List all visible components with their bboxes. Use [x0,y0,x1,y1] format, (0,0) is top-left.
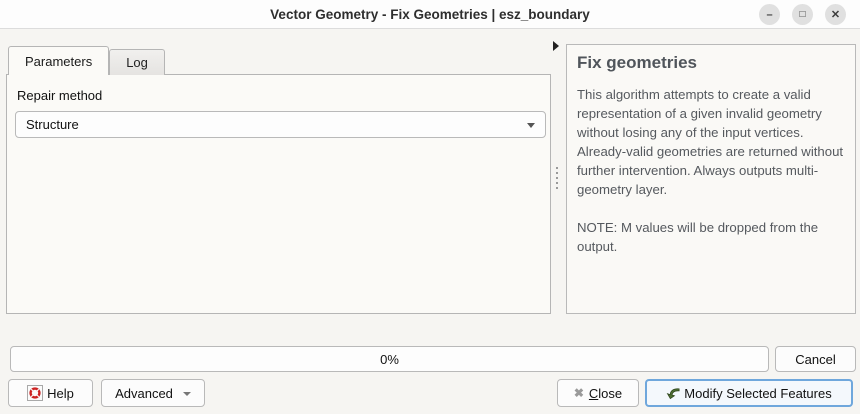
parameters-panel: Repair method Structure [6,74,551,314]
minimize-button[interactable]: – [759,4,780,25]
help-lifebuoy-icon [27,385,44,401]
advanced-button[interactable]: Advanced [101,379,205,407]
help-panel-body: This algorithm attempts to create a vali… [577,85,845,256]
splitter-handle[interactable] [556,167,558,189]
collapse-panel-arrow-icon[interactable] [553,41,559,51]
help-panel: Fix geometries This algorithm attempts t… [566,44,856,314]
close-x-icon: ✖ [573,386,584,400]
help-paragraph: This algorithm attempts to create a vali… [577,87,844,197]
chevron-down-icon [527,123,535,128]
close-button[interactable]: ✖ Close [557,379,639,407]
repair-method-label: Repair method [17,88,103,103]
help-panel-title: Fix geometries [577,53,697,72]
tab-parameters[interactable]: Parameters [8,46,110,76]
maximize-button[interactable]: □ [792,4,813,25]
window-controls: – □ ✕ [759,4,846,25]
help-note-paragraph: NOTE: M values will be dropped from the … [577,220,819,254]
help-button-label: Help [47,385,74,401]
progress-bar: 0% [10,346,769,372]
modify-button-label: Modify Selected Features [684,385,832,401]
modify-selected-features-button[interactable]: Modify Selected Features [645,379,853,407]
dropdown-arrow-icon [182,392,191,396]
repair-method-value: Structure [26,117,79,132]
advanced-button-label: Advanced [115,385,173,401]
tab-log[interactable]: Log [109,49,165,75]
title-bar: Vector Geometry - Fix Geometries | esz_b… [0,0,860,29]
help-button[interactable]: Help [8,379,93,407]
close-window-button[interactable]: ✕ [825,4,846,25]
window-title: Vector Geometry - Fix Geometries | esz_b… [270,6,590,22]
edit-arrow-icon [666,386,681,401]
cancel-button[interactable]: Cancel [775,346,856,372]
tab-bar: Parameters Log [8,46,165,76]
progress-label: 0% [380,351,399,367]
close-button-label: Close [588,385,623,401]
repair-method-select[interactable]: Structure [15,111,546,138]
